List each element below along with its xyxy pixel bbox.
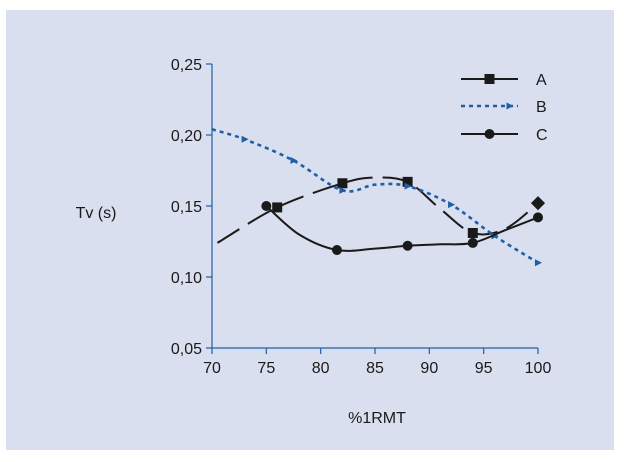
y-tick-label: 0,25 (171, 57, 202, 74)
x-tick-label: 95 (475, 360, 493, 377)
axes: 0,05 0,10 0,15 0,20 0,25 70 75 80 85 90 95 100 (171, 57, 552, 377)
series-line-B (211, 128, 539, 264)
x-axis-title: %1RMT (348, 410, 406, 427)
data-point (404, 182, 412, 190)
legend-marker-A (484, 74, 495, 84)
legend-label-A: A (536, 72, 547, 89)
data-point (535, 259, 542, 267)
data-point (402, 240, 413, 251)
data-point (241, 135, 249, 143)
series-B (211, 128, 542, 267)
data-point (448, 201, 456, 209)
data-point (272, 202, 283, 213)
series-A (216, 176, 546, 244)
data-point (331, 245, 342, 256)
data-point (467, 237, 478, 248)
x-tick-label: 85 (366, 360, 384, 377)
y-tick-label: 0,20 (171, 128, 202, 145)
series-C (261, 201, 543, 256)
y-tick-label: 0,05 (171, 341, 202, 358)
x-tick-label: 90 (420, 360, 438, 377)
y-tick-label: 0,15 (171, 199, 202, 216)
legend-label-C: C (536, 127, 548, 144)
legend-marker-B (506, 102, 514, 110)
data-point (402, 176, 413, 187)
legend-label-B: B (536, 99, 547, 116)
series-layer (211, 128, 546, 267)
data-point (530, 196, 546, 211)
x-tick-label: 100 (525, 360, 552, 377)
data-point (533, 212, 543, 223)
x-tick-label: 70 (203, 360, 221, 377)
legend-marker-C (484, 129, 495, 139)
series-line-C (265, 205, 539, 252)
data-point (261, 201, 272, 211)
data-point (290, 157, 298, 165)
data-point (467, 227, 478, 238)
y-tick-label: 0,10 (171, 270, 202, 287)
y-axis-title: Tv (s) (76, 205, 117, 222)
x-tick-label: 75 (257, 360, 275, 377)
data-point (491, 232, 499, 240)
legend: ABC (461, 72, 548, 144)
data-point (339, 186, 347, 194)
x-tick-label: 80 (312, 360, 330, 377)
data-point (337, 178, 348, 189)
